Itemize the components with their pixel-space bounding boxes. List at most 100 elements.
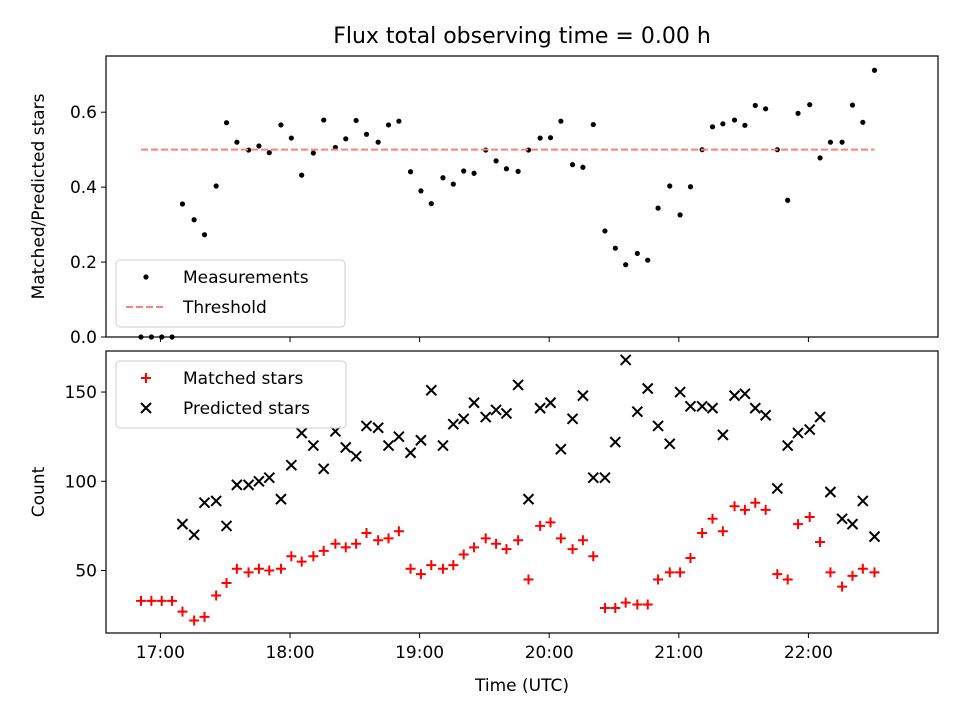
matched-stars-point <box>177 606 188 617</box>
matched-stars-point <box>760 504 771 515</box>
predicted-stars-point <box>512 379 524 391</box>
matched-stars-point <box>286 551 297 562</box>
measurements-point <box>709 124 716 130</box>
measurements-point <box>763 106 769 112</box>
measurements-point <box>623 262 629 268</box>
count-panel: 50 100 150 17:00 18:00 19:00 20:00 21:00 22:00 Co… <box>29 350 939 663</box>
legend-label: Matched stars <box>183 369 303 389</box>
predicted-stars-point <box>544 397 557 409</box>
measurements-point <box>807 102 813 108</box>
measurements-point <box>234 139 240 145</box>
predicted-stars-point <box>599 472 611 484</box>
measurements-point <box>515 168 521 174</box>
matched-stars-point <box>804 511 815 522</box>
measurements-point <box>223 120 230 126</box>
measurements-point <box>645 257 651 263</box>
ratio-panel: 0.0 0.2 0.4 0.6 Matched/Predicted stars Measu… <box>29 55 939 348</box>
matched-stars-point <box>405 563 416 574</box>
matched-stars-point <box>513 535 524 546</box>
measurements-point <box>849 102 856 108</box>
predicted-stars-point <box>781 439 794 452</box>
matched-stars-point <box>750 497 761 508</box>
predicted-stars-point <box>641 382 654 395</box>
matched-stars-point <box>857 563 868 574</box>
predicted-stars-point <box>253 475 265 487</box>
measurements-point <box>742 122 748 128</box>
y-tick-label: 0.2 <box>70 253 97 273</box>
measurements-point <box>558 118 564 124</box>
matched-stars-point <box>501 544 512 555</box>
matched-stars-point <box>567 544 578 555</box>
x-axis-label: Time (UTC) <box>474 676 569 696</box>
measurements-point <box>179 201 186 207</box>
x-tick-label: 19:00 <box>395 643 444 663</box>
matched-stars-point <box>156 595 167 606</box>
matched-stars-point <box>264 565 275 576</box>
predicted-stars-point <box>393 430 405 443</box>
y-tick-label: 100 <box>65 472 97 492</box>
predicted-stars-point <box>836 513 848 525</box>
predicted-stars-point <box>188 529 200 541</box>
measurements-point <box>310 150 316 156</box>
predicted-stars-point <box>609 436 622 448</box>
matched-stars-point <box>373 535 384 546</box>
measurements-point <box>450 181 456 187</box>
predicted-stars-point <box>415 434 427 446</box>
matched-stars-point <box>308 551 319 562</box>
matched-stars-point <box>275 563 286 574</box>
predicted-stars-point <box>500 407 513 420</box>
matched-stars-point <box>577 535 588 546</box>
chart-title: Flux total observing time = 0.00 h <box>333 24 711 49</box>
predicted-stars-point <box>674 386 686 398</box>
predicted-stars-point <box>652 420 664 432</box>
predicted-stars-point <box>360 420 373 432</box>
measurements-point <box>201 232 208 238</box>
predicted-stars-point <box>307 439 320 452</box>
matched-stars-point <box>620 597 631 608</box>
measurements-point <box>213 183 219 189</box>
predicted-stars-point <box>749 402 761 414</box>
predicted-stars-point <box>468 397 480 409</box>
measurements-point <box>839 139 845 145</box>
predicted-stars-point <box>437 439 449 452</box>
y-tick-label: 150 <box>65 383 97 403</box>
matched-stars-point <box>437 563 448 574</box>
matched-stars-point <box>739 504 750 515</box>
matched-stars-point <box>243 567 254 578</box>
matched-stars-point <box>523 574 534 585</box>
predicted-stars-point <box>555 443 567 455</box>
matched-stars-point <box>545 517 556 528</box>
measurements-point <box>353 117 359 124</box>
measurements-point <box>827 139 834 145</box>
measurements-point <box>580 164 586 170</box>
predicted-stars-point <box>534 402 546 414</box>
predicted-stars-point <box>447 418 460 430</box>
x-tick-label: 20:00 <box>525 643 574 663</box>
measurements-point <box>321 117 327 123</box>
measurements-point <box>795 110 801 116</box>
predicted-stars-point <box>696 400 708 413</box>
matched-stars-point <box>815 536 826 547</box>
measurements-point <box>731 117 738 123</box>
matched-stars-point <box>772 569 783 580</box>
measurements-point <box>256 143 262 149</box>
matched-stars-point <box>361 528 372 539</box>
matched-stars-point <box>729 501 740 512</box>
matched-stars-point <box>653 574 664 585</box>
measurements-point <box>655 205 661 211</box>
matched-stars-point <box>135 595 146 606</box>
predicted-stars-point <box>717 429 729 441</box>
predicted-stars-point <box>382 439 395 452</box>
measurements-point <box>687 184 694 190</box>
legend-plus-swatch <box>141 373 151 383</box>
predicted-stars-point <box>631 405 644 418</box>
legend-label: Predicted stars <box>183 399 310 419</box>
measurements-point <box>299 172 305 178</box>
measurements-point <box>785 197 791 203</box>
matched-stars-point <box>393 526 404 537</box>
matched-stars-point <box>211 590 222 601</box>
matched-stars-point <box>642 599 653 610</box>
matched-stars-point <box>480 533 491 544</box>
measurements-point <box>503 166 510 172</box>
